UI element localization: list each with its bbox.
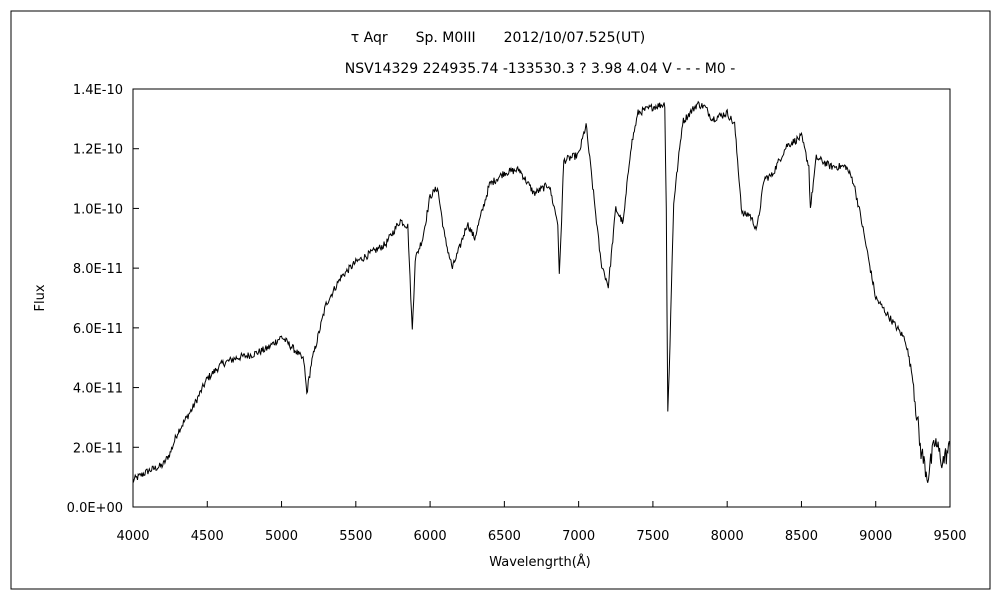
y-axis: 0.0E+00 2.0E-11 4.0E-11 6.0E-11 8.0E-11 1.0E-…: [67, 83, 139, 516]
y-tick-label: 8.0E-11: [73, 262, 123, 277]
y-tick-label: 1.2E-10: [73, 143, 123, 158]
x-tick-label: 5000: [265, 529, 298, 544]
y-tick-label: 0.0E+00: [67, 501, 123, 516]
x-tick-label: 6500: [488, 529, 521, 544]
chart-title: τ Aqr Sp. M0III 2012/10/07.525(UT): [351, 30, 646, 46]
spectrum-line: [132, 100, 951, 483]
y-tick-label: 1.0E-10: [73, 202, 123, 217]
chart-subtitle: NSV14329 224935.74 -133530.3 ? 3.98 4.04…: [345, 61, 736, 77]
x-tick-label: 8000: [711, 529, 744, 544]
x-tick-label: 9500: [933, 529, 966, 544]
x-axis-label: Wavelengrth(Å): [489, 554, 591, 570]
x-tick-label: 9000: [859, 529, 892, 544]
plot-area-frame: [132, 88, 951, 508]
x-tick-label: 6000: [414, 529, 447, 544]
x-tick-label: 7000: [562, 529, 595, 544]
x-tick-label: 8500: [785, 529, 818, 544]
y-tick-label: 4.0E-11: [73, 382, 123, 397]
y-tick-label: 2.0E-11: [73, 441, 123, 456]
y-tick-label: 6.0E-11: [73, 322, 123, 337]
x-tick-label: 4000: [116, 529, 149, 544]
chart-outer-border: [10, 10, 991, 590]
x-tick-label: 4500: [191, 529, 224, 544]
x-tick-label: 7500: [636, 529, 669, 544]
y-tick-label: 1.4E-10: [73, 83, 123, 98]
x-tick-label: 5500: [339, 529, 372, 544]
y-axis-label: Flux: [33, 284, 48, 311]
x-axis: 4000 4500 5000 5500 6000 6500 7000 7500 8000 8500…: [116, 501, 967, 544]
